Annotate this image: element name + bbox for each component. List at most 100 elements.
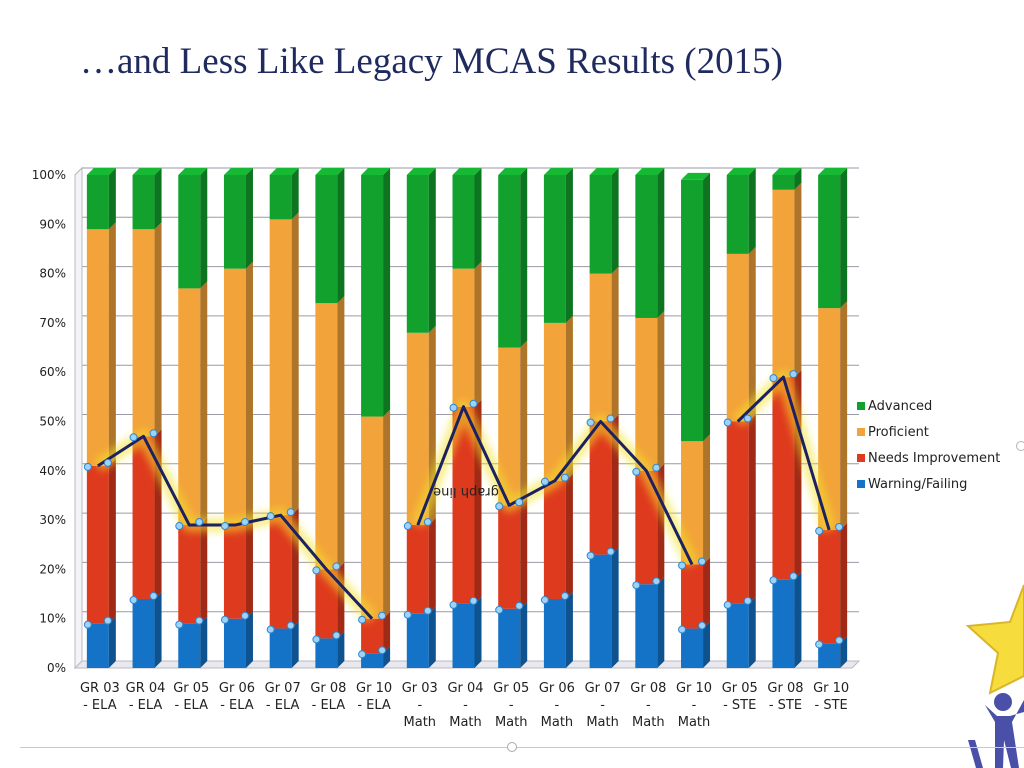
trend-handle xyxy=(789,370,798,379)
bar-segment-top xyxy=(543,168,573,175)
legend-swatch xyxy=(857,428,865,436)
bar-segment-side xyxy=(565,315,573,481)
graph-line-annotation: graph line xyxy=(433,484,499,499)
trend-handle xyxy=(378,611,387,620)
bar-segment-side xyxy=(383,409,391,619)
trend-handle xyxy=(358,615,367,624)
bar-segment-side xyxy=(611,547,619,668)
bar-segment xyxy=(635,175,658,318)
bar-segment xyxy=(178,288,201,526)
y-tick-label: 0% xyxy=(47,661,66,675)
bar-segment-side xyxy=(611,266,619,422)
bar-segment-side xyxy=(474,596,482,668)
bar-segment xyxy=(452,406,475,604)
legend-swatch xyxy=(857,402,865,410)
bar-segment xyxy=(223,175,246,269)
x-tick-label: Gr 08 xyxy=(310,681,346,696)
bar-segment xyxy=(543,322,566,481)
x-tick-label: Gr 06 xyxy=(219,681,255,696)
trend-handle xyxy=(378,646,387,655)
bar-segment xyxy=(178,175,201,289)
trend-handle xyxy=(240,611,249,620)
trend-handle xyxy=(495,605,504,614)
bar-segment-side xyxy=(748,596,756,668)
x-tick-label: Gr 05 xyxy=(173,681,209,696)
x-tick-label: - xyxy=(509,698,514,713)
x-tick-label: - ELA xyxy=(175,698,209,713)
bar-segment-top xyxy=(635,168,665,175)
bar-segment-side xyxy=(520,601,528,668)
trend-handle xyxy=(286,508,295,517)
bar-segment-side xyxy=(200,281,208,526)
trend-line-path xyxy=(97,434,374,620)
bar-segment xyxy=(681,628,704,668)
y-tick-label: 60% xyxy=(39,365,66,379)
bar-segment-side xyxy=(657,310,665,471)
x-tick-label: - STE xyxy=(723,698,756,713)
bar-segment-side xyxy=(154,168,162,230)
legend-label: Advanced xyxy=(868,399,932,414)
trend-handle xyxy=(723,600,732,609)
star-icon xyxy=(965,584,1024,695)
bar-segment-side xyxy=(565,591,573,668)
bar-segment-side xyxy=(337,631,345,668)
bar-segment-side xyxy=(703,172,711,442)
trend-handle xyxy=(220,522,229,531)
bar-segment xyxy=(498,505,521,609)
x-tick-label: Gr 08 xyxy=(767,681,803,696)
bar-segment-top xyxy=(452,168,482,175)
bar-segment-top xyxy=(178,168,208,175)
bar-segment xyxy=(726,603,749,668)
bar-segment-side xyxy=(428,606,436,668)
trend-handle xyxy=(103,616,112,625)
trend-handle xyxy=(103,458,112,467)
bar-segment-top xyxy=(681,172,711,180)
bar-segment xyxy=(452,175,475,269)
trend-handle xyxy=(606,547,615,556)
y-tick-label: 90% xyxy=(39,217,66,231)
bar-segment xyxy=(86,175,109,230)
bar-segment xyxy=(269,219,292,516)
bar-segment-side xyxy=(108,168,116,230)
bar-segment-side xyxy=(657,577,665,668)
bar-segment-side xyxy=(520,498,528,609)
bar-segment-side xyxy=(200,616,208,668)
x-tick-label: Gr 07 xyxy=(265,681,301,696)
x-tick-label: - ELA xyxy=(312,698,346,713)
trend-handle xyxy=(632,467,641,476)
trend-handle xyxy=(312,635,321,644)
trend-handle xyxy=(449,600,458,609)
bar-segment xyxy=(818,643,841,668)
x-tick-label: Gr 05 xyxy=(722,681,758,696)
trend-handle xyxy=(540,595,549,604)
bar-segment xyxy=(452,268,475,407)
bar-segment-side xyxy=(200,518,208,624)
trend-line xyxy=(83,370,844,659)
bar-segment-side xyxy=(108,222,116,466)
bar-segment xyxy=(132,229,155,437)
x-tick-label: - ELA xyxy=(266,698,300,713)
trend-handle xyxy=(769,576,778,585)
trend-handle xyxy=(835,636,844,645)
bar-segment xyxy=(498,347,521,506)
y-axis-wall xyxy=(74,166,83,670)
bar-segment xyxy=(315,569,338,639)
trend-handle xyxy=(312,566,321,575)
trend-handle xyxy=(769,374,778,383)
x-tick-label: - xyxy=(555,698,560,713)
y-tick-label: 10% xyxy=(39,612,66,626)
bar-segment-top xyxy=(498,168,528,175)
x-tick-label: Math xyxy=(449,715,482,730)
trend-handle xyxy=(129,595,138,604)
trend-handle xyxy=(789,572,798,581)
bar-segment xyxy=(498,608,521,668)
bar-segment-side xyxy=(703,434,711,565)
bar-segment-side xyxy=(611,414,619,555)
trend-handle xyxy=(652,577,661,586)
trend-handle xyxy=(149,591,158,600)
bar-segment-side xyxy=(154,222,162,437)
bar-segment xyxy=(543,480,566,599)
bar-segment-side xyxy=(840,636,848,668)
bar-segment xyxy=(772,377,795,580)
bar-segment xyxy=(772,175,795,190)
